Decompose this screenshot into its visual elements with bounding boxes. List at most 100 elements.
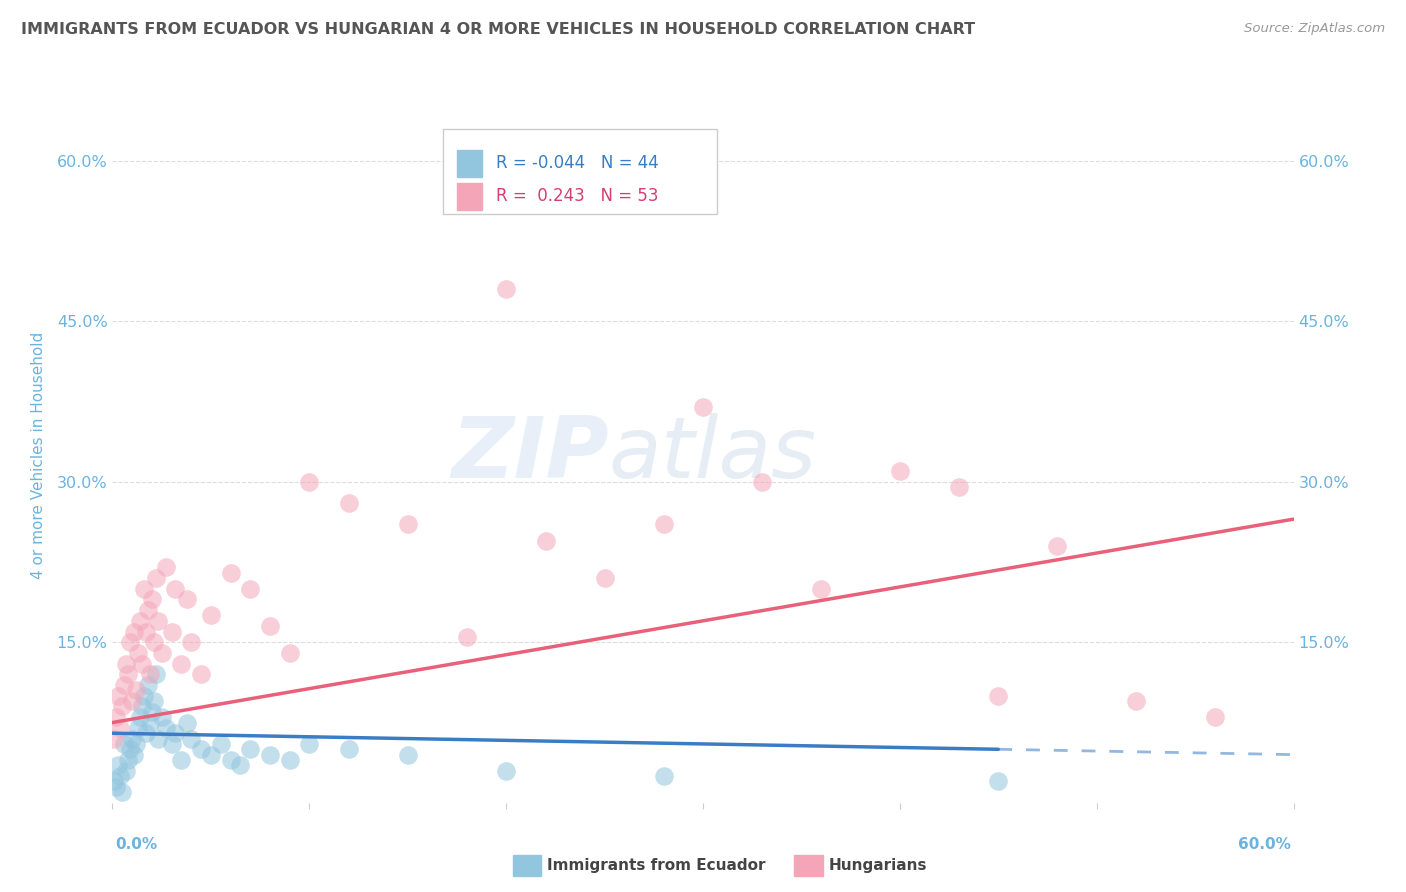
- Point: [278, 753, 301, 767]
- Point: [120, 635, 142, 649]
- Point: [117, 753, 139, 767]
- Point: [132, 582, 155, 596]
- Point: [396, 517, 419, 532]
- Point: [111, 699, 134, 714]
- Point: [155, 721, 177, 735]
- Point: [948, 480, 970, 494]
- Point: [131, 657, 153, 671]
- Point: [298, 475, 321, 489]
- Point: [810, 582, 832, 596]
- Text: IMMIGRANTS FROM ECUADOR VS HUNGARIAN 4 OR MORE VEHICLES IN HOUSEHOLD CORRELATION: IMMIGRANTS FROM ECUADOR VS HUNGARIAN 4 O…: [21, 22, 976, 37]
- Point: [219, 753, 242, 767]
- Point: [146, 731, 169, 746]
- Point: [136, 678, 159, 692]
- Point: [111, 785, 134, 799]
- Point: [751, 475, 773, 489]
- Point: [165, 726, 187, 740]
- Point: [337, 742, 360, 756]
- Point: [176, 715, 198, 730]
- Point: [200, 747, 222, 762]
- Point: [1046, 539, 1069, 553]
- Point: [495, 764, 517, 778]
- Point: [150, 646, 173, 660]
- Point: [170, 753, 193, 767]
- Point: [170, 657, 193, 671]
- Point: [122, 747, 145, 762]
- Text: 60.0%: 60.0%: [1237, 837, 1291, 852]
- Point: [135, 726, 157, 740]
- Point: [239, 582, 262, 596]
- Point: [160, 737, 183, 751]
- Text: atlas: atlas: [609, 413, 817, 497]
- Point: [105, 780, 128, 794]
- Point: [180, 635, 202, 649]
- Point: [129, 614, 152, 628]
- Point: [278, 646, 301, 660]
- Point: [259, 747, 281, 762]
- Point: [190, 742, 212, 756]
- Point: [125, 737, 148, 751]
- Point: [115, 657, 138, 671]
- Text: ZIP: ZIP: [451, 413, 609, 497]
- Point: [219, 566, 242, 580]
- Point: [165, 582, 187, 596]
- Point: [105, 710, 128, 724]
- Point: [135, 624, 157, 639]
- Point: [145, 667, 167, 681]
- Point: [115, 764, 138, 778]
- Point: [112, 678, 135, 692]
- Point: [987, 774, 1010, 789]
- Point: [534, 533, 557, 548]
- Point: [652, 769, 675, 783]
- Point: [337, 496, 360, 510]
- Point: [120, 742, 142, 756]
- Point: [142, 694, 165, 708]
- Point: [141, 592, 163, 607]
- Point: [1125, 694, 1147, 708]
- Point: [139, 667, 162, 681]
- Point: [121, 731, 143, 746]
- Point: [209, 737, 232, 751]
- Point: [190, 667, 212, 681]
- Point: [142, 635, 165, 649]
- Point: [229, 758, 252, 772]
- Point: [107, 758, 129, 772]
- Point: [141, 705, 163, 719]
- Point: [110, 721, 132, 735]
- Point: [122, 624, 145, 639]
- Point: [129, 710, 152, 724]
- Point: [987, 689, 1010, 703]
- Text: 0.0%: 0.0%: [115, 837, 157, 852]
- Point: [456, 630, 478, 644]
- Point: [125, 683, 148, 698]
- Point: [107, 689, 129, 703]
- Point: [150, 710, 173, 724]
- Point: [180, 731, 202, 746]
- Point: [112, 737, 135, 751]
- Point: [889, 464, 911, 478]
- Text: Hungarians: Hungarians: [828, 858, 927, 872]
- Point: [131, 699, 153, 714]
- Point: [155, 560, 177, 574]
- Point: [176, 592, 198, 607]
- Point: [110, 769, 132, 783]
- Point: [127, 646, 149, 660]
- Y-axis label: 4 or more Vehicles in Household: 4 or more Vehicles in Household: [31, 331, 45, 579]
- Point: [1204, 710, 1226, 724]
- Point: [139, 715, 162, 730]
- Point: [593, 571, 616, 585]
- Point: [495, 282, 517, 296]
- Point: [692, 400, 714, 414]
- Point: [259, 619, 281, 633]
- Text: Immigrants from Ecuador: Immigrants from Ecuador: [547, 858, 765, 872]
- Point: [146, 614, 169, 628]
- Point: [200, 608, 222, 623]
- Text: R = -0.044   N = 44: R = -0.044 N = 44: [496, 154, 659, 172]
- Point: [136, 603, 159, 617]
- Point: [298, 737, 321, 751]
- Point: [103, 774, 125, 789]
- Point: [396, 747, 419, 762]
- Point: [117, 667, 139, 681]
- Point: [160, 624, 183, 639]
- Text: Source: ZipAtlas.com: Source: ZipAtlas.com: [1244, 22, 1385, 36]
